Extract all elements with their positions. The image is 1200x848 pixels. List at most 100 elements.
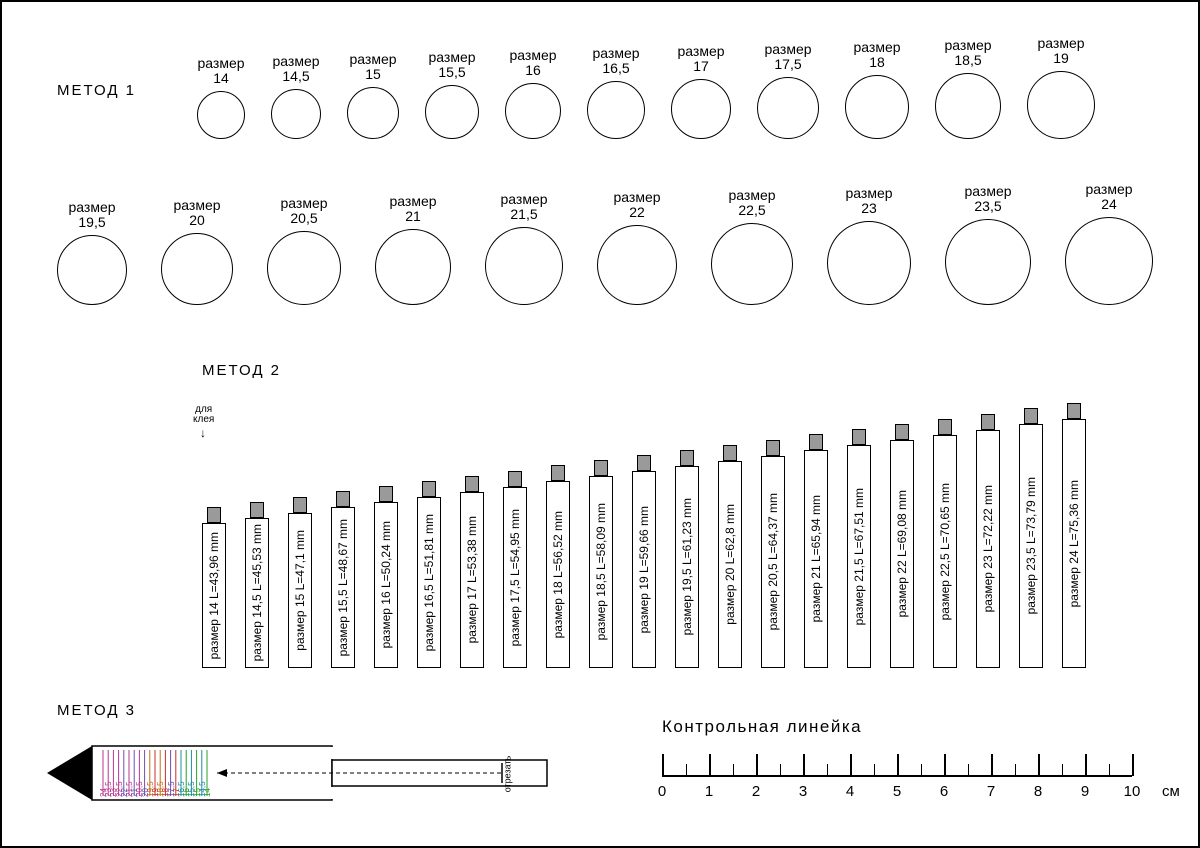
strip-body: размер 16,5 L=51,81 mm	[417, 497, 441, 668]
strip-glue-tab	[852, 429, 866, 445]
strip-label: размер 15 L=47,1 mm	[293, 530, 307, 651]
circle-shape	[485, 227, 563, 305]
strip-body: размер 18,5 L=58,09 mm	[589, 476, 613, 668]
ruler-number: 5	[893, 783, 901, 800]
ruler-major-tick	[1085, 754, 1087, 776]
size-strip: размер 14 L=43,96 mm	[202, 507, 226, 668]
ruler-number: 1	[705, 783, 713, 800]
ruler-major-tick	[1038, 754, 1040, 776]
strip-glue-tab	[766, 440, 780, 456]
size-strip: размер 15,5 L=48,67 mm	[331, 491, 355, 668]
ruler-unit: см	[1162, 783, 1180, 800]
size-strip: размер 24 L=75,36 mm	[1062, 403, 1086, 668]
strip-label: размер 23 L=72,22 mm	[981, 485, 995, 612]
size-circle-label: размер17	[677, 44, 724, 75]
circle-shape	[347, 87, 399, 139]
strip-label: размер 24 L=75,36 mm	[1067, 480, 1081, 607]
page: МЕТОД 1 размер14размер14,5размер15размер…	[0, 0, 1200, 848]
ruler-number: 2	[752, 783, 760, 800]
size-strip: размер 18 L=56,52 mm	[546, 465, 570, 668]
ruler-number: 8	[1034, 783, 1042, 800]
strip-body: размер 20,5 L=64,37 mm	[761, 456, 785, 668]
method2-bars: размер 14 L=43,96 mm размер 14,5 L=45,53 …	[202, 403, 1086, 668]
circle-shape	[267, 231, 341, 305]
ruler-major-tick	[944, 754, 946, 776]
strip-label: размер 23,5 L=73,79 mm	[1024, 477, 1038, 614]
strip-glue-tab	[1024, 408, 1038, 424]
circle-shape	[197, 91, 245, 139]
strip-body: размер 17 L=53,38 mm	[460, 492, 484, 668]
ruler-minor-tick	[921, 764, 923, 776]
ruler-minor-tick	[780, 764, 782, 776]
strip-body: размер 15,5 L=48,67 mm	[331, 507, 355, 668]
strip-glue-tab	[422, 481, 436, 497]
size-circle: размер21	[375, 194, 451, 305]
size-circle: размер16,5	[587, 46, 645, 139]
ruler-major-tick	[709, 754, 711, 776]
method2-label: МЕТОД 2	[202, 362, 281, 379]
circle-shape	[671, 79, 731, 139]
size-circle: размер17,5	[757, 42, 819, 139]
size-circle-label: размер21	[389, 194, 436, 225]
size-circle: размер23	[827, 186, 911, 305]
size-circle: размер21,5	[485, 192, 563, 305]
strip-glue-tab	[293, 497, 307, 513]
strip-label: размер 17 L=53,38 mm	[465, 516, 479, 643]
size-circle: размер20	[161, 198, 233, 305]
strip-glue-tab	[809, 434, 823, 450]
size-circle-label: размер18,5	[944, 38, 991, 69]
ruler-minor-tick	[968, 764, 970, 776]
size-circle-label: размер16	[509, 48, 556, 79]
strip-glue-tab	[723, 445, 737, 461]
ruler-number: 9	[1081, 783, 1089, 800]
method1-row2: размер19,5размер20размер20,5размер21разм…	[57, 182, 1168, 305]
size-circle-label: размер17,5	[764, 42, 811, 73]
strip-glue-tab	[551, 465, 565, 481]
ruler-minor-tick	[1015, 764, 1017, 776]
size-circle: размер15,5	[425, 50, 479, 139]
size-circle-label: размер14,5	[272, 54, 319, 85]
circle-shape	[271, 89, 321, 139]
mandrel-tick-label: 24	[100, 788, 107, 797]
strip-glue-tab	[336, 491, 350, 507]
size-strip: размер 22 L=69,08 mm	[890, 424, 914, 668]
strip-glue-tab	[1067, 403, 1081, 419]
strip-glue-tab	[379, 486, 393, 502]
strip-body: размер 19 L=59,66 mm	[632, 471, 656, 668]
size-circle-label: размер21,5	[500, 192, 547, 223]
size-strip: размер 16,5 L=51,81 mm	[417, 481, 441, 668]
strip-body: размер 20 L=62,8 mm	[718, 461, 742, 668]
strip-label: размер 16,5 L=51,81 mm	[422, 514, 436, 651]
ruler-major-tick	[756, 754, 758, 776]
size-circle: размер17	[671, 44, 731, 139]
strip-body: размер 15 L=47,1 mm	[288, 513, 312, 668]
strip-body: размер 24 L=75,36 mm	[1062, 419, 1086, 668]
ruler-major-tick	[991, 754, 993, 776]
circle-shape	[711, 223, 793, 305]
size-strip: размер 23 L=72,22 mm	[976, 414, 1000, 668]
size-circle-label: размер16,5	[592, 46, 639, 77]
strip-label: размер 21 L=65,94 mm	[809, 495, 823, 622]
circle-shape	[505, 83, 561, 139]
size-strip: размер 19 L=59,66 mm	[632, 455, 656, 668]
strip-body: размер 16 L=50,24 mm	[374, 502, 398, 668]
strip-label: размер 20 L=62,8 mm	[723, 504, 737, 625]
strip-label: размер 14,5 L=45,53 mm	[250, 524, 264, 661]
size-circle-label: размер19,5	[68, 200, 115, 231]
strip-label: размер 21,5 L=67,51 mm	[852, 488, 866, 625]
method1-label: МЕТОД 1	[57, 82, 136, 99]
size-circle-label: размер24	[1085, 182, 1132, 213]
size-circle: размер19,5	[57, 200, 127, 305]
strip-body: размер 21 L=65,94 mm	[804, 450, 828, 668]
method3-label: МЕТОД 3	[57, 702, 136, 719]
size-strip: размер 17,5 L=54,95 mm	[503, 471, 527, 668]
strip-body: размер 23 L=72,22 mm	[976, 430, 1000, 668]
control-ruler: 012345678910см	[662, 747, 1182, 812]
method3-mandrel: 1414,51515,51616,51717,51818,51919,52020…	[47, 732, 557, 814]
size-strip: размер 23,5 L=73,79 mm	[1019, 408, 1043, 668]
size-circle: размер14	[197, 56, 245, 139]
strip-body: размер 19,5 L=61,23 mm	[675, 466, 699, 668]
size-circle-label: размер19	[1037, 36, 1084, 67]
circle-shape	[945, 219, 1031, 305]
strip-body: размер 22,5 L=70,65 mm	[933, 435, 957, 668]
